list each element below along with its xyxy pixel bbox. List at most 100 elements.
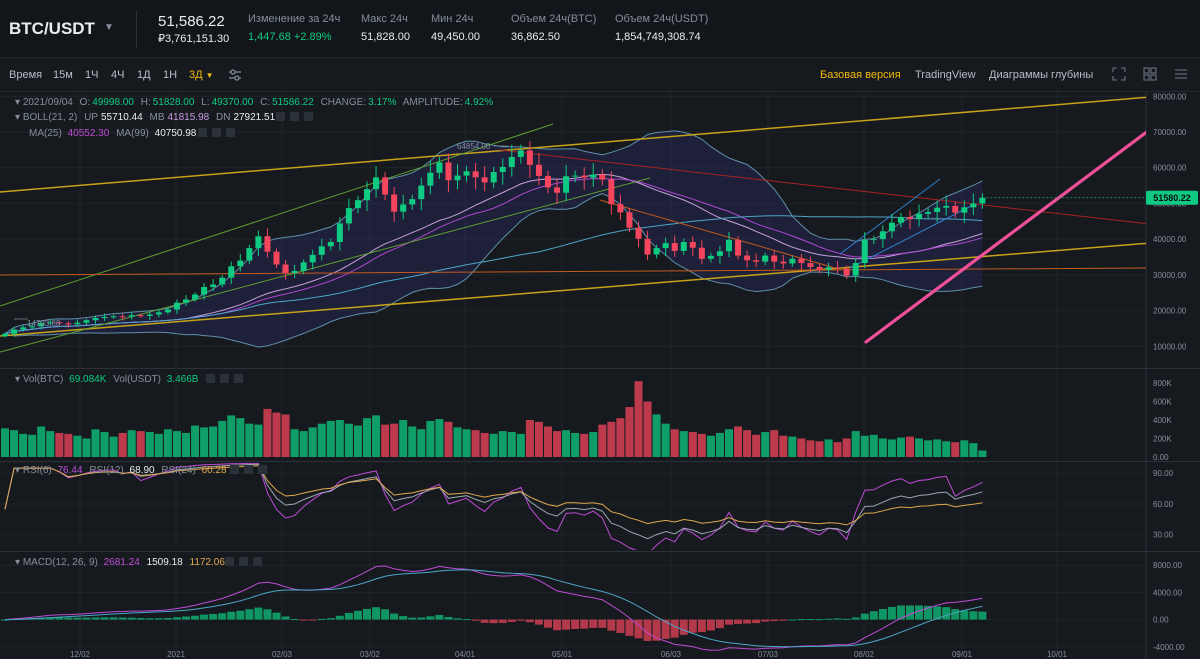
candle-body[interactable] [599,174,606,180]
candle-body[interactable] [427,172,434,186]
candle-body[interactable] [354,200,361,209]
candle-body[interactable] [463,171,470,176]
candle-body[interactable] [590,174,597,178]
candle-body[interactable] [608,179,615,205]
candle-body[interactable] [545,175,551,188]
candle-body[interactable] [300,262,307,271]
candle-body[interactable] [698,247,705,259]
candle-body[interactable] [780,261,787,264]
candle-body[interactable] [798,258,805,264]
candle-body[interactable] [870,239,877,241]
timeframe-1d[interactable]: 1Д [137,69,151,81]
candle-body[interactable] [83,320,90,323]
candle-body[interactable] [554,187,561,193]
timeframe-4h[interactable]: 4Ч [111,69,125,81]
candle-body[interactable] [164,309,171,313]
candle-body[interactable] [707,255,714,259]
candle-body[interactable] [626,212,633,228]
candle-body[interactable] [563,176,570,193]
legend-hide-icon[interactable] [276,112,285,121]
trendline-upper-channel[interactable] [0,96,1150,193]
candle-body[interactable] [952,205,959,213]
candle-body[interactable] [472,171,479,178]
candle-body[interactable] [137,315,144,317]
candle-body[interactable] [716,251,723,256]
candle-body[interactable] [192,294,199,300]
collapse-icon[interactable]: ▾ [15,112,23,123]
collapse-icon[interactable]: ▾ [15,374,23,385]
candle-body[interactable] [183,299,189,303]
candle-body[interactable] [201,287,208,295]
timeframe-1w[interactable]: 1Н [163,69,178,81]
legend-hide-icon[interactable] [206,374,215,383]
candle-body[interactable] [834,267,841,269]
candle-body[interactable] [391,194,398,212]
legend-close-icon[interactable] [226,128,235,137]
candle-body[interactable] [526,150,533,165]
candle-body[interactable] [481,177,488,183]
candle-body[interactable] [979,197,986,204]
candle-body[interactable] [92,318,99,321]
candle-body[interactable] [65,323,72,325]
collapse-icon[interactable]: ▾ [15,465,23,476]
candle-body[interactable] [228,266,235,278]
price-chart[interactable]: 64854.00 14703.88 80000.00 70000.00 60000.… [0,92,1200,659]
candle-body[interactable] [237,260,244,267]
candle-body[interactable] [508,157,515,167]
candle-body[interactable] [535,164,542,176]
candle-body[interactable] [744,255,751,261]
candle-body[interactable] [617,204,624,213]
candle-body[interactable] [219,277,226,285]
legend-settings-icon[interactable] [290,112,299,121]
fullscreen-icon[interactable] [1111,66,1127,82]
view-depth-chart[interactable]: Диаграммы глубины [989,69,1094,81]
legend-settings-icon[interactable] [212,128,221,137]
candle-body[interactable] [825,267,832,270]
timeframe-1h[interactable]: 1Ч [85,69,99,81]
candle-body[interactable] [916,213,923,220]
legend-hide-icon[interactable] [225,557,234,566]
candle-body[interactable] [436,162,443,173]
candle-body[interactable] [2,333,8,337]
timeframe-15m[interactable]: 15м [53,69,73,81]
trendline-green-lower[interactable] [0,177,651,353]
candle-body[interactable] [173,302,180,310]
candle-body[interactable] [789,258,796,264]
candle-body[interactable] [409,199,416,205]
legend-settings-icon[interactable] [239,557,248,566]
candle-body[interactable] [816,267,823,270]
candle-body[interactable] [635,227,642,239]
candle-body[interactable] [101,317,108,319]
candle-body[interactable] [318,246,325,255]
candle-body[interactable] [309,254,316,263]
candle-body[interactable] [29,326,36,328]
candle-body[interactable] [291,270,298,274]
candle-body[interactable] [861,239,868,264]
candle-body[interactable] [753,260,760,262]
candle-body[interactable] [735,239,742,256]
candle-body[interactable] [879,231,886,240]
candle-body[interactable] [418,185,425,200]
candle-body[interactable] [662,243,669,249]
candle-body[interactable] [852,263,859,276]
pair-selector[interactable]: BTC/USDT [9,19,95,38]
timeframe-3d[interactable]: 3Д ▼ [189,69,214,81]
legend-close-icon[interactable] [234,374,243,383]
candle-body[interactable] [47,322,54,324]
candle-body[interactable] [155,312,162,315]
timeframe-time[interactable]: Время [9,69,43,81]
legend-close-icon[interactable] [258,465,267,474]
candle-body[interactable] [925,212,932,214]
candle-body[interactable] [146,314,153,316]
candle-body[interactable] [680,242,687,251]
candle-body[interactable] [273,251,280,265]
candle-body[interactable] [888,222,895,232]
candle-body[interactable] [517,150,524,157]
candle-body[interactable] [572,175,579,177]
candle-body[interactable] [943,205,950,208]
candle-body[interactable] [282,264,289,274]
candle-body[interactable] [128,315,135,317]
candle-body[interactable] [210,284,217,288]
candle-body[interactable] [400,204,407,212]
legend-hide-icon[interactable] [230,465,239,474]
